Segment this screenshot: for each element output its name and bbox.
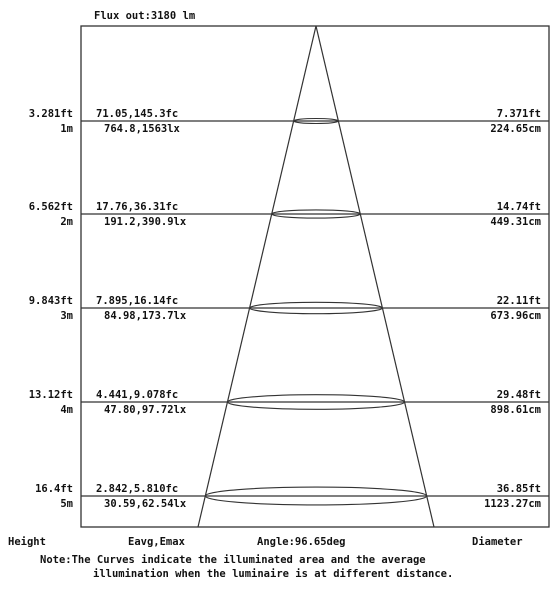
distance-row: 6.562ft 2m 17.76,36.31fc 191.2,390.9lx 14.74… (29, 201, 549, 228)
beam-edge-left (197, 25, 317, 528)
height-ft-label: 3.281ft (29, 108, 73, 120)
diameter-ft-label: 14.74ft (497, 201, 541, 213)
illuminance-lx-label: 84.98,173.7lx (104, 310, 187, 322)
diameter-cm-label: 898.61cm (490, 404, 541, 416)
diagram-frame (80, 25, 550, 528)
diameter-cm-label: 449.31cm (490, 216, 541, 228)
illuminance-lx-label: 47.80,97.72lx (104, 404, 187, 416)
diameter-cm-label: 224.65cm (490, 123, 541, 135)
illuminance-fc-label: 4.441,9.078fc (96, 389, 178, 401)
illuminance-fc-label: 2.842,5.810fc (96, 483, 178, 495)
illuminance-fc-label: 17.76,36.31fc (96, 201, 178, 213)
flux-label: Flux out:3180 lm (94, 10, 195, 22)
diameter-cm-label: 673.96cm (490, 310, 541, 322)
illuminated-area-curve (271, 209, 361, 219)
illuminance-lx-label: 30.59,62.54lx (104, 498, 187, 510)
note-line-1: Note:The Curves indicate the illuminated… (40, 554, 426, 566)
height-m-label: 5m (60, 498, 73, 510)
illuminance-lx-label: 191.2,390.9lx (104, 216, 187, 228)
diameter-cm-label: 1123.27cm (484, 498, 541, 510)
height-m-label: 4m (60, 404, 73, 416)
height-m-label: 1m (60, 123, 73, 135)
diameter-ft-label: 22.11ft (497, 295, 541, 307)
diameter-column-label: Diameter (472, 536, 523, 548)
height-m-label: 3m (60, 310, 73, 322)
note-line-2: illumination when the luminaire is at di… (93, 568, 454, 580)
beam-angle-label: Angle:96.65deg (257, 536, 346, 548)
illuminated-area-curve (249, 301, 383, 315)
distance-row: 3.281ft 1m 71.05,145.3fc 764.8,1563lx 7.371f… (29, 108, 549, 135)
distance-rows: 3.281ft 1m 71.05,145.3fc 764.8,1563lx 7.371f… (29, 108, 549, 510)
diameter-ft-label: 7.371ft (497, 108, 541, 120)
height-m-label: 2m (60, 216, 73, 228)
height-ft-label: 13.12ft (29, 389, 73, 401)
distance-row: 9.843ft 3m 7.895,16.14fc 84.98,173.7lx 22.11… (29, 295, 549, 322)
illuminance-fc-label: 71.05,145.3fc (96, 108, 178, 120)
diameter-ft-label: 36.85ft (497, 483, 541, 495)
height-ft-label: 9.843ft (29, 295, 73, 307)
illuminance-column-label: Eavg,Emax (128, 536, 186, 548)
beam-edge-right (315, 25, 435, 528)
illuminated-area-curve (204, 486, 428, 506)
distance-row: 13.12ft 4m 4.441,9.078fc 47.80,97.72lx 29.48… (29, 389, 549, 416)
diameter-ft-label: 29.48ft (497, 389, 541, 401)
illuminated-area-curve (226, 394, 406, 410)
distance-row: 16.4ft 5m 2.842,5.810fc 30.59,62.54lx 36.85f… (35, 483, 549, 510)
height-ft-label: 6.562ft (29, 201, 73, 213)
height-ft-label: 16.4ft (35, 483, 73, 495)
illuminance-lx-label: 764.8,1563lx (104, 123, 181, 135)
illuminance-fc-label: 7.895,16.14fc (96, 295, 178, 307)
illuminated-area-curve (293, 117, 339, 125)
height-column-label: Height (8, 536, 46, 548)
